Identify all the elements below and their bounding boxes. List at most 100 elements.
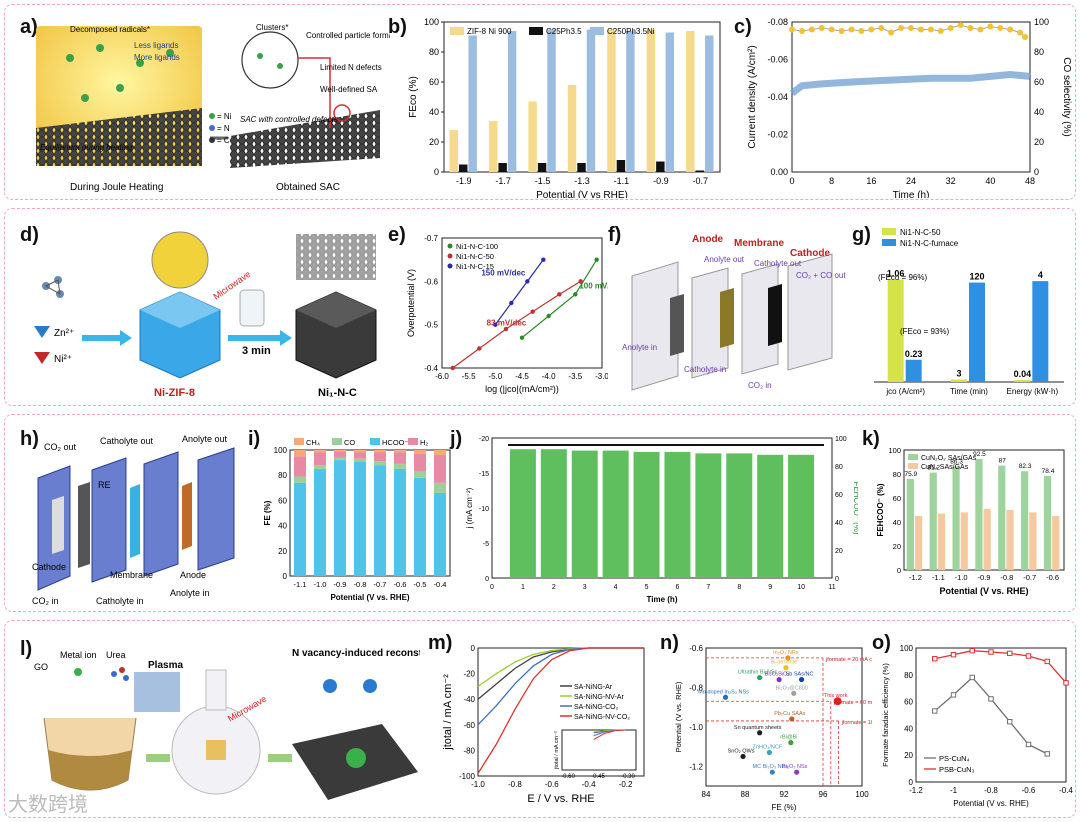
g-annotation: (FEco = 93%) — [900, 327, 949, 336]
o-ytick-label: 60 — [904, 698, 913, 707]
e-series-point — [557, 292, 562, 297]
i-bar-segment — [314, 450, 326, 453]
b-legend-swatch — [529, 27, 543, 35]
g-value-label: 4 — [1038, 270, 1043, 280]
j-bar — [509, 449, 536, 578]
i-bar-segment — [314, 452, 326, 466]
b-bar — [665, 32, 675, 172]
n-point — [788, 740, 794, 746]
n-guide-label: jformate = 60 mA cm⁻² — [833, 700, 872, 706]
c-selectivity-point — [898, 25, 905, 31]
e-legend-marker — [447, 263, 453, 269]
m-legend-label: SA-NiNG-Ar — [574, 684, 613, 691]
label-e: e) — [388, 224, 406, 246]
c-selectivity-point — [818, 25, 825, 31]
n-plot-frame — [705, 647, 863, 787]
c-ytick-label: -0.06 — [767, 55, 788, 65]
n-point-label: This work — [824, 693, 848, 699]
c-selectivity-point — [798, 28, 805, 34]
zn-triangle-icon — [34, 326, 50, 338]
m-inset-line — [593, 729, 626, 741]
n-point — [798, 676, 805, 683]
plasma-image — [134, 672, 180, 712]
l-label-go: GO — [34, 662, 48, 672]
e-series-point — [578, 279, 583, 284]
i-xtick-label: -1.0 — [314, 580, 327, 589]
c-selectivity-point — [1022, 34, 1029, 40]
e-legend-marker — [447, 253, 453, 259]
b-bar — [528, 101, 537, 172]
n-point — [776, 676, 782, 683]
o-series-line — [934, 650, 1067, 684]
i-bar-segment — [394, 468, 406, 576]
m-series-line — [477, 647, 644, 774]
l-label-metal-ion: Metal ion — [60, 650, 97, 660]
n-point — [789, 716, 795, 722]
c-xtick-label: 16 — [866, 176, 876, 186]
m-xtick-label: -0.6 — [545, 780, 559, 789]
b-bar — [468, 35, 477, 172]
f-label-anolyte-in: Anolyte in — [622, 343, 657, 352]
n-xtick-label: 96 — [819, 790, 828, 799]
n-point-label: In₂O₃ NRs — [773, 650, 799, 656]
e-series-point — [477, 346, 482, 351]
k-xtick-label: -0.9 — [978, 573, 991, 582]
o-xtick-label: -0.4 — [1059, 786, 1073, 795]
i-xtick-label: -0.9 — [334, 580, 347, 589]
i-bar-segment — [394, 452, 406, 464]
h-label-co2-out: CO₂ out — [44, 442, 77, 452]
n-guide-label: jformate = 100 mA cm⁻² — [841, 720, 872, 726]
m-ytick-label: -100 — [459, 772, 476, 781]
n-point — [740, 753, 746, 760]
e-slope-label: 83 mV/dec — [487, 319, 527, 328]
c-xtick-label: 32 — [946, 176, 956, 186]
o-series-point — [988, 649, 994, 655]
c-y2tick-label: 80 — [1034, 47, 1044, 57]
o-series-point — [1025, 741, 1032, 748]
b-bar — [449, 130, 458, 172]
m-inset-tick-label: -0.60 — [561, 774, 575, 780]
c-ytick-label: -0.04 — [767, 92, 788, 102]
b-bar — [507, 31, 517, 172]
l-label-n-vacancy: N vacancy-induced reconstruction — [292, 648, 420, 659]
k-xlabel: Potential (V vs. RHE) — [939, 586, 1028, 596]
b-bar — [686, 31, 695, 172]
label-j: j) — [450, 428, 463, 450]
e-slope-label: 100 mV/dec — [579, 281, 608, 290]
m-inset-tick-label: -0.45 — [591, 774, 605, 780]
k-value-label: 75.9 — [905, 471, 918, 478]
b-ytick-label: 100 — [424, 17, 439, 27]
c-xtick-label: 40 — [985, 176, 995, 186]
i-bar-segment — [394, 463, 406, 469]
b-bar — [498, 163, 507, 172]
n-point-label: Mn-doped In₂S₃ NSs — [698, 689, 749, 695]
g-category-label: Time (min) — [950, 387, 988, 396]
o-series-point — [950, 652, 957, 658]
i-bar-segment — [334, 457, 346, 461]
k-legend-swatch — [908, 463, 918, 469]
c-plot-frame — [791, 21, 1031, 173]
b-bar — [607, 29, 616, 172]
o-xlabel: Potential (V vs. RHE) — [953, 799, 1029, 808]
o-ytick-label: 80 — [904, 671, 913, 680]
e-series-point — [519, 335, 525, 340]
c-xtick-label: 0 — [789, 176, 794, 186]
i-bar-segment — [434, 455, 446, 483]
k-legend-swatch — [908, 454, 918, 460]
watermark: 大数跨境 — [8, 792, 88, 816]
graphene-network-icon — [296, 234, 376, 280]
n-point — [757, 730, 763, 736]
i-ytick-label: 0 — [283, 572, 288, 581]
anode-plate — [631, 261, 679, 391]
c-selectivity-point — [888, 29, 895, 36]
panel-f-flow-cell: Anode Membrane Cathode Anolyte out Catho… — [618, 226, 850, 404]
j-y2tick-label: 60 — [835, 492, 843, 499]
i-bar-segment — [434, 450, 446, 456]
k-ylabel: FEHCOO⁻ (%) — [876, 483, 885, 536]
k-bar — [1006, 510, 1014, 570]
g-legend-swatch — [882, 239, 896, 246]
i-xlabel: Potential (V vs. RHE) — [330, 593, 409, 602]
b-ylabel: FEco (%) — [408, 76, 419, 118]
note-limited-n-defects: Limited N defects — [320, 63, 382, 72]
o-xtick-label: -1 — [950, 786, 958, 795]
